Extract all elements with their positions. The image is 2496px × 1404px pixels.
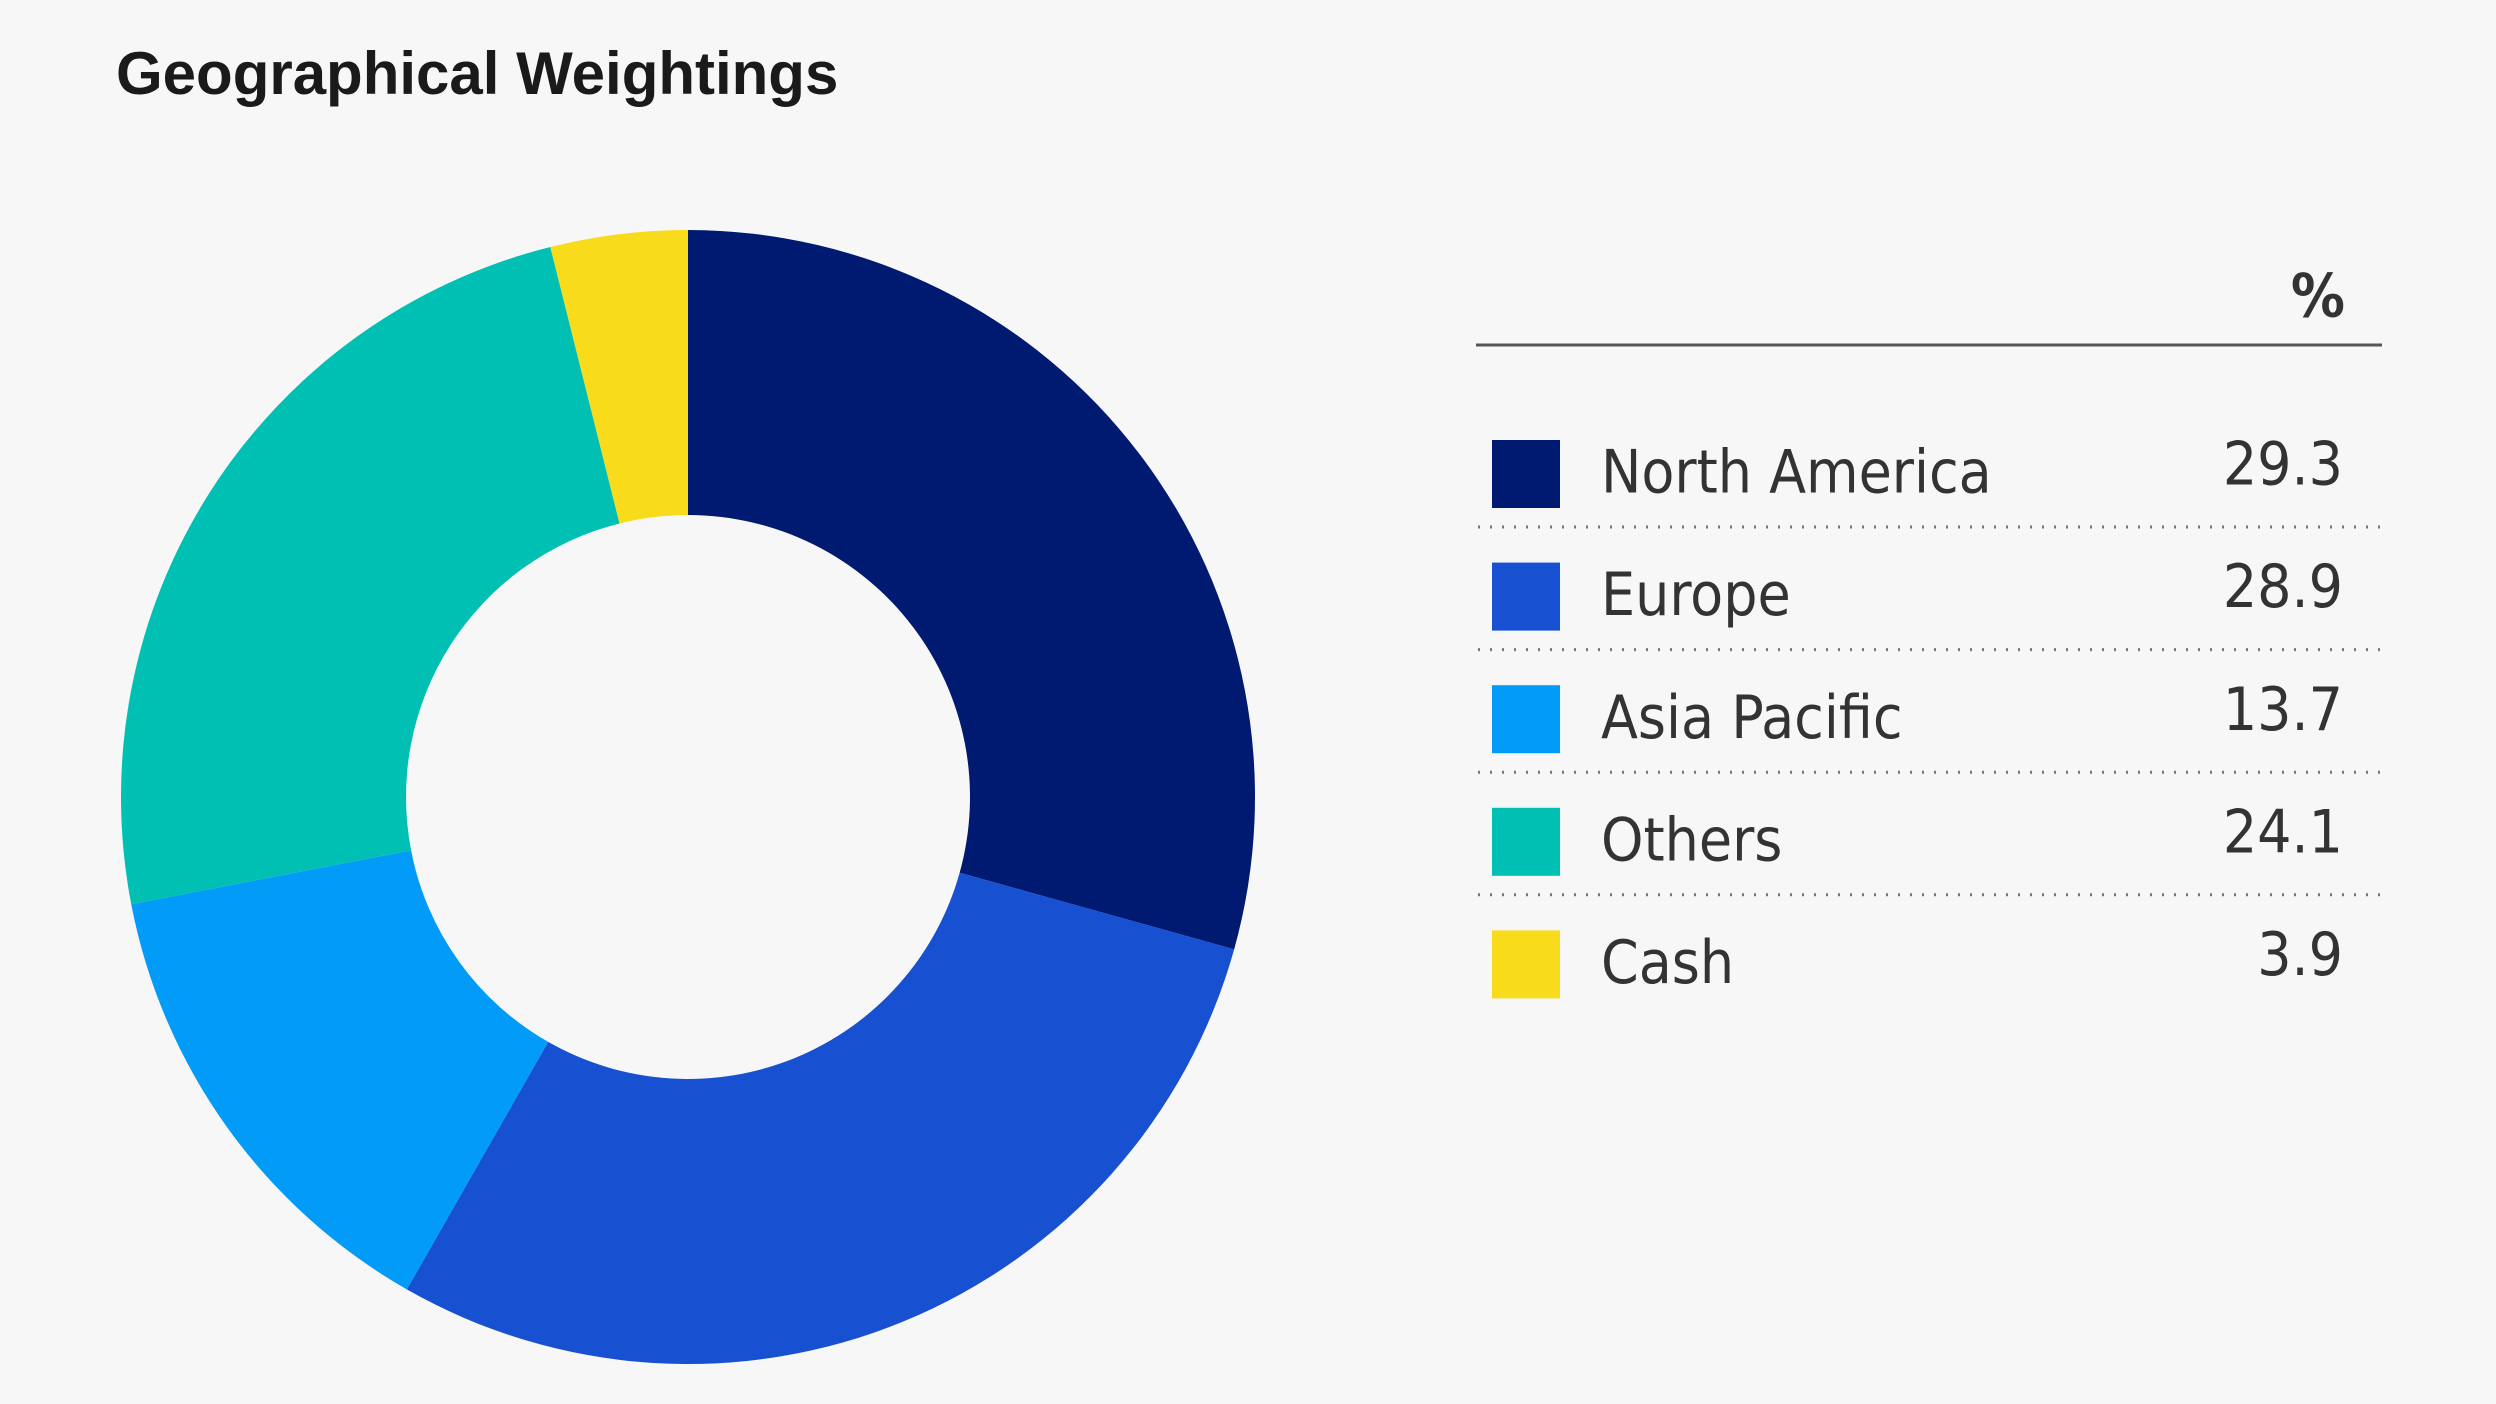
chart-title: Geographical Weightings [116,40,838,107]
legend-swatch [1492,807,1560,876]
legend-label: North America [1601,438,1992,508]
value-label: 13.7 [2223,675,2343,745]
value-label: 28.9 [2223,552,2343,622]
slice [121,246,620,905]
slice [406,872,1235,1364]
value-label: 24.1 [2223,797,2343,867]
slice [688,230,1255,950]
legend-swatch [1492,685,1560,754]
legend-label: Others [1601,805,1782,875]
legend-label: Europe [1601,560,1791,630]
legend-swatch [1492,562,1560,631]
legend-swatch [1492,930,1560,999]
slice [550,230,688,524]
value-label: 29.3 [2223,430,2343,500]
legend-label: Cash [1601,928,1734,998]
value-label: 3.9 [2257,920,2343,990]
value-header: % [2291,262,2345,332]
slice [131,850,549,1290]
legend-label: Asia Pacific [1601,683,1903,753]
legend-swatch [1492,440,1560,508]
